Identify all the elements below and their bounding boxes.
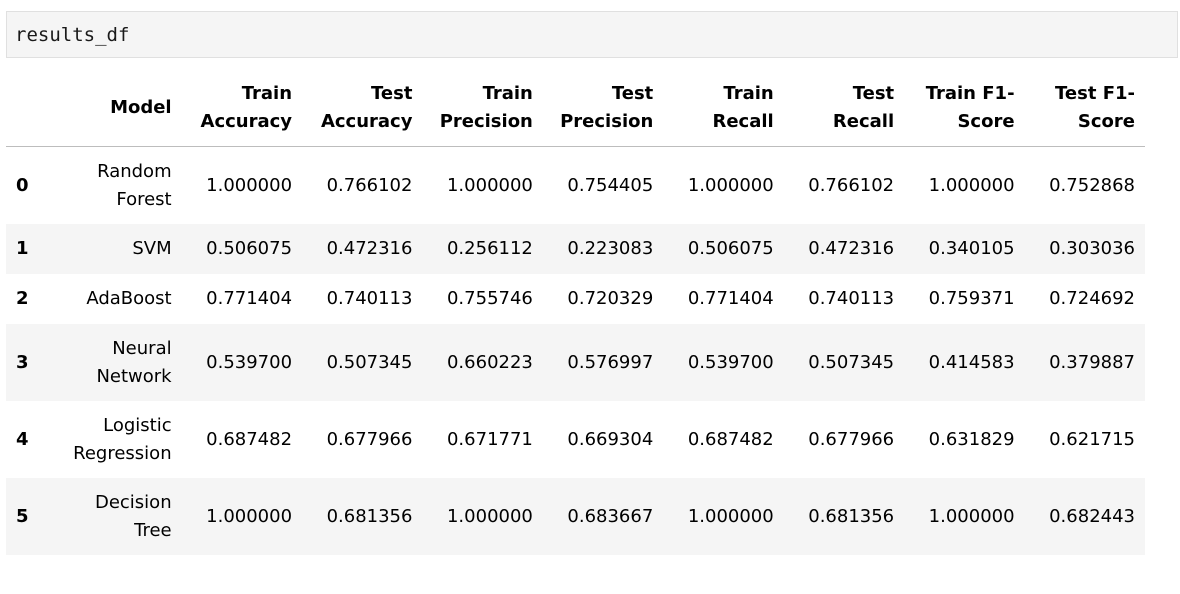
code-cell-source[interactable]: results_df: [15, 24, 130, 46]
table-row: 0 Random Forest 1.000000 0.766102 1.0000…: [6, 146, 1145, 224]
cell-model: AdaBoost: [86, 288, 172, 309]
column-header-test-recall: Test Recall: [783, 70, 905, 147]
cell-model: Neural Network: [96, 337, 172, 387]
cell-value: 1.000000: [928, 505, 1015, 527]
cell-value: 0.223083: [567, 238, 654, 259]
cell-value: 0.759371: [928, 288, 1015, 309]
column-header-index: [6, 70, 53, 147]
cell-model: Logistic Regression: [73, 414, 172, 464]
cell-value: 0.660223: [446, 351, 533, 373]
cell-model: Decision Tree: [94, 491, 172, 541]
column-header-train-accuracy: Train Accuracy: [181, 70, 303, 147]
cell-output: Model Train Accuracy Test Accuracy Train…: [6, 70, 1145, 555]
row-index: 4: [16, 428, 29, 450]
cell-value: 0.687482: [206, 428, 293, 450]
cell-value: 0.256112: [446, 238, 533, 259]
cell-value: 1.000000: [206, 505, 293, 527]
cell-model: Random Forest: [97, 160, 172, 210]
cell-value: 0.720329: [567, 288, 654, 309]
table-row: 3 Neural Network 0.539700 0.507345 0.660…: [6, 324, 1145, 401]
code-cell-input[interactable]: results_df: [6, 11, 1178, 58]
column-header-train-precision: Train Precision: [422, 70, 543, 147]
cell-value: 0.754405: [567, 174, 654, 196]
cell-value: 0.682443: [1049, 505, 1135, 527]
cell-value: 1.000000: [206, 174, 293, 196]
cell-value: 1.000000: [687, 174, 774, 196]
cell-value: 0.379887: [1049, 351, 1135, 373]
cell-value: 0.681356: [808, 505, 895, 527]
cell-value: 0.576997: [567, 351, 654, 373]
cell-value: 0.506075: [206, 238, 293, 259]
cell-value: 0.631829: [928, 428, 1015, 450]
cell-value: 0.771404: [206, 288, 293, 309]
cell-value: 0.766102: [326, 174, 413, 196]
cell-value: 0.669304: [567, 428, 654, 450]
cell-value: 0.687482: [687, 428, 774, 450]
column-header-test-precision: Test Precision: [542, 70, 664, 147]
cell-value: 0.507345: [326, 351, 413, 373]
results-dataframe-table: Model Train Accuracy Test Accuracy Train…: [6, 70, 1145, 555]
cell-value: 1.000000: [928, 174, 1015, 196]
cell-value: 0.766102: [808, 174, 895, 196]
cell-value: 0.740113: [808, 288, 895, 309]
cell-model: SVM: [132, 238, 172, 259]
cell-value: 1.000000: [446, 174, 533, 196]
cell-value: 1.000000: [446, 505, 533, 527]
table-header-row: Model Train Accuracy Test Accuracy Train…: [6, 70, 1145, 147]
column-header-train-f1-score: Train F1-Score: [904, 70, 1025, 147]
row-index: 3: [16, 351, 29, 373]
row-index: 2: [16, 288, 29, 309]
cell-value: 0.303036: [1049, 238, 1135, 259]
cell-value: 0.414583: [928, 351, 1015, 373]
cell-value: 0.755746: [446, 288, 533, 309]
cell-value: 0.507345: [808, 351, 895, 373]
cell-value: 0.677966: [326, 428, 413, 450]
table-row: 1 SVM 0.506075 0.472316 0.256112 0.22308…: [6, 224, 1145, 274]
column-header-test-accuracy: Test Accuracy: [302, 70, 423, 147]
cell-value: 0.681356: [326, 505, 413, 527]
row-index: 0: [16, 174, 29, 196]
cell-value: 0.752868: [1049, 174, 1135, 196]
cell-value: 0.771404: [687, 288, 774, 309]
cell-value: 0.677966: [808, 428, 895, 450]
cell-value: 0.539700: [687, 351, 774, 373]
cell-value: 0.472316: [808, 238, 895, 259]
cell-value: 0.724692: [1049, 288, 1135, 309]
cell-value: 0.539700: [206, 351, 293, 373]
row-index: 1: [16, 238, 29, 259]
cell-value: 0.621715: [1049, 428, 1135, 450]
cell-value: 1.000000: [687, 505, 774, 527]
cell-value: 0.671771: [446, 428, 533, 450]
cell-value: 0.740113: [326, 288, 413, 309]
cell-value: 0.506075: [687, 238, 774, 259]
cell-value: 0.340105: [928, 238, 1015, 259]
column-header-test-f1-score: Test F1-Score: [1024, 70, 1145, 147]
cell-value: 0.683667: [567, 505, 654, 527]
row-index: 5: [16, 505, 29, 527]
cell-value: 0.472316: [326, 238, 413, 259]
column-header-train-recall: Train Recall: [663, 70, 784, 147]
table-row: 2 AdaBoost 0.771404 0.740113 0.755746 0.…: [6, 274, 1145, 324]
table-row: 4 Logistic Regression 0.687482 0.677966 …: [6, 401, 1145, 478]
table-row: 5 Decision Tree 1.000000 0.681356 1.0000…: [6, 478, 1145, 555]
column-header-model: Model: [52, 70, 182, 147]
